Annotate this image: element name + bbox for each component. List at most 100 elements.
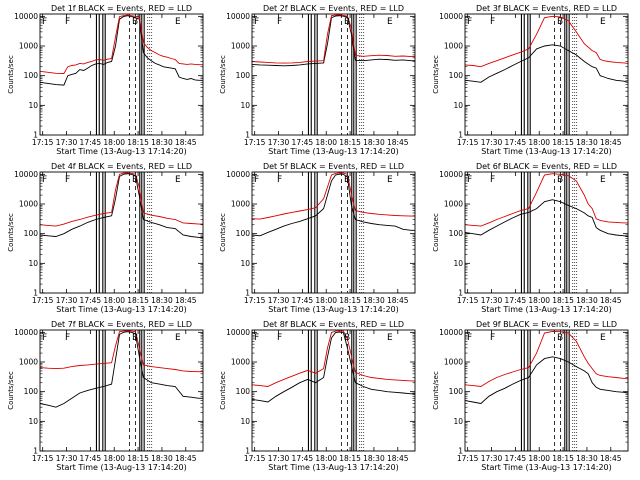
x-tick-label: 18:30 xyxy=(576,296,598,305)
panel-title: Det 7f BLACK = Events, RED = LLD xyxy=(51,320,192,329)
y-tick-label: 100 xyxy=(449,387,464,396)
x-tick-label: 18:30 xyxy=(151,454,173,463)
panel-title: Det 9f BLACK = Events, RED = LLD xyxy=(476,320,617,329)
y-tick-label: 10 xyxy=(453,101,463,110)
region-marker-label: F xyxy=(42,333,47,343)
region-marker-label: F xyxy=(467,333,472,343)
x-tick-label: 18:15 xyxy=(127,138,149,147)
y-tick-label: 1 xyxy=(245,289,250,298)
x-tick-label: 18:15 xyxy=(552,296,574,305)
y-tick-label: 10 xyxy=(240,417,250,426)
x-tick-label: 17:15 xyxy=(32,138,54,147)
region-marker-label: F xyxy=(254,17,259,27)
x-tick-label: 17:30 xyxy=(56,454,78,463)
x-tick-label: 18:45 xyxy=(175,296,197,305)
x-tick-label: 18:15 xyxy=(339,138,361,147)
x-tick-label: 18:00 xyxy=(103,296,125,305)
x-tick-label: 18:30 xyxy=(151,138,173,147)
x-tick-label: 17:15 xyxy=(457,296,479,305)
x-tick-label: 18:15 xyxy=(127,296,149,305)
region-marker-label: E xyxy=(387,175,393,185)
region-marker-label: F xyxy=(490,17,495,27)
y-tick-label: 100 xyxy=(236,229,251,238)
plot-frame xyxy=(464,329,629,452)
x-tick-label: 17:15 xyxy=(32,454,54,463)
panel-4: 1 10 100 1000 10000 17:15 17:30 17:45 18:00 18:15… xyxy=(7,162,204,314)
x-tick-label: 18:00 xyxy=(528,138,550,147)
x-tick-label: 18:15 xyxy=(552,454,574,463)
y-tick-label: 100 xyxy=(24,71,39,80)
x-axis-label: Start Time (13-Aug-13 17:14:20) xyxy=(268,147,399,156)
events-series-line xyxy=(39,331,203,408)
x-tick-label: 17:30 xyxy=(481,454,503,463)
x-tick-label: 17:30 xyxy=(56,138,78,147)
y-axis-label: Counts/sec xyxy=(219,213,227,252)
plot-frame xyxy=(251,171,416,294)
events-series-line xyxy=(251,331,415,403)
lld-series-line xyxy=(251,172,415,220)
y-tick-label: 10 xyxy=(28,259,38,268)
y-tick-label: 10000 xyxy=(14,12,38,21)
y-tick-label: 10 xyxy=(28,417,38,426)
x-axis-label: Start Time (13-Aug-13 17:14:20) xyxy=(268,463,399,472)
events-series-line xyxy=(39,15,203,86)
panel-title: Det 2f BLACK = Events, RED = LLD xyxy=(263,4,404,13)
x-tick-label: 18:00 xyxy=(103,138,125,147)
x-tick-label: 18:00 xyxy=(315,454,337,463)
y-tick-label: 10000 xyxy=(226,12,250,21)
x-axis-label: Start Time (13-Aug-13 17:14:20) xyxy=(481,305,612,314)
y-tick-label: 10 xyxy=(453,417,463,426)
x-tick-label: 18:45 xyxy=(600,296,622,305)
lld-series-line xyxy=(251,14,415,64)
x-axis-label: Start Time (13-Aug-13 17:14:20) xyxy=(268,305,399,314)
x-tick-label: 17:45 xyxy=(292,454,314,463)
panel-1: 1 10 100 1000 10000 17:15 17:30 17:45 18:00 18:15… xyxy=(7,4,204,156)
region-marker-label: B xyxy=(132,333,138,343)
x-axis-label: Start Time (13-Aug-13 17:14:20) xyxy=(56,463,187,472)
events-series-line xyxy=(39,173,203,238)
region-marker-label: F xyxy=(65,175,70,185)
x-tick-label: 17:30 xyxy=(481,138,503,147)
region-marker-label: F xyxy=(490,333,495,343)
plot-frame xyxy=(251,329,416,452)
x-tick-label: 18:00 xyxy=(103,454,125,463)
region-marker-label: F xyxy=(277,175,282,185)
lld-series-line xyxy=(464,173,628,227)
y-axis-label: Counts/sec xyxy=(219,55,227,94)
y-tick-label: 1000 xyxy=(444,358,463,367)
y-tick-label: 100 xyxy=(24,387,39,396)
panel-6: 1 10 100 1000 10000 17:15 17:30 17:45 18:00 18:15… xyxy=(432,162,629,314)
y-tick-label: 10 xyxy=(240,101,250,110)
lld-series-line xyxy=(464,15,629,68)
x-axis-label: Start Time (13-Aug-13 17:14:20) xyxy=(481,463,612,472)
region-marker-label: B xyxy=(557,333,563,343)
y-tick-label: 10000 xyxy=(439,328,463,337)
x-tick-label: 17:45 xyxy=(505,454,527,463)
y-tick-label: 1 xyxy=(458,131,463,140)
y-tick-label: 1 xyxy=(33,289,38,298)
x-tick-label: 18:45 xyxy=(175,454,197,463)
events-series-line xyxy=(251,15,415,67)
y-tick-label: 100 xyxy=(236,71,251,80)
x-tick-label: 18:30 xyxy=(151,296,173,305)
x-tick-label: 17:45 xyxy=(292,138,314,147)
x-tick-label: 17:30 xyxy=(268,296,290,305)
x-tick-label: 18:30 xyxy=(363,138,385,147)
y-tick-label: 1000 xyxy=(231,42,250,51)
lld-series-line xyxy=(251,330,415,387)
x-tick-label: 17:30 xyxy=(268,138,290,147)
region-marker-label: E xyxy=(600,175,606,185)
lld-series-line xyxy=(39,330,203,373)
y-tick-label: 10000 xyxy=(226,328,250,337)
region-marker-label: B xyxy=(344,333,350,343)
panel-5: 1 10 100 1000 10000 17:15 17:30 17:45 18:00 18:15… xyxy=(219,162,416,314)
region-marker-label: F xyxy=(65,333,70,343)
lld-series-line xyxy=(464,330,629,387)
y-axis-label: Counts/sec xyxy=(432,371,440,410)
region-marker-label: B xyxy=(132,175,138,185)
panel-title: Det 5f BLACK = Events, RED = LLD xyxy=(263,162,404,171)
events-series-line xyxy=(251,173,415,237)
lld-series-line xyxy=(39,14,203,74)
region-marker-label: E xyxy=(600,333,606,343)
events-series-line xyxy=(464,44,629,83)
